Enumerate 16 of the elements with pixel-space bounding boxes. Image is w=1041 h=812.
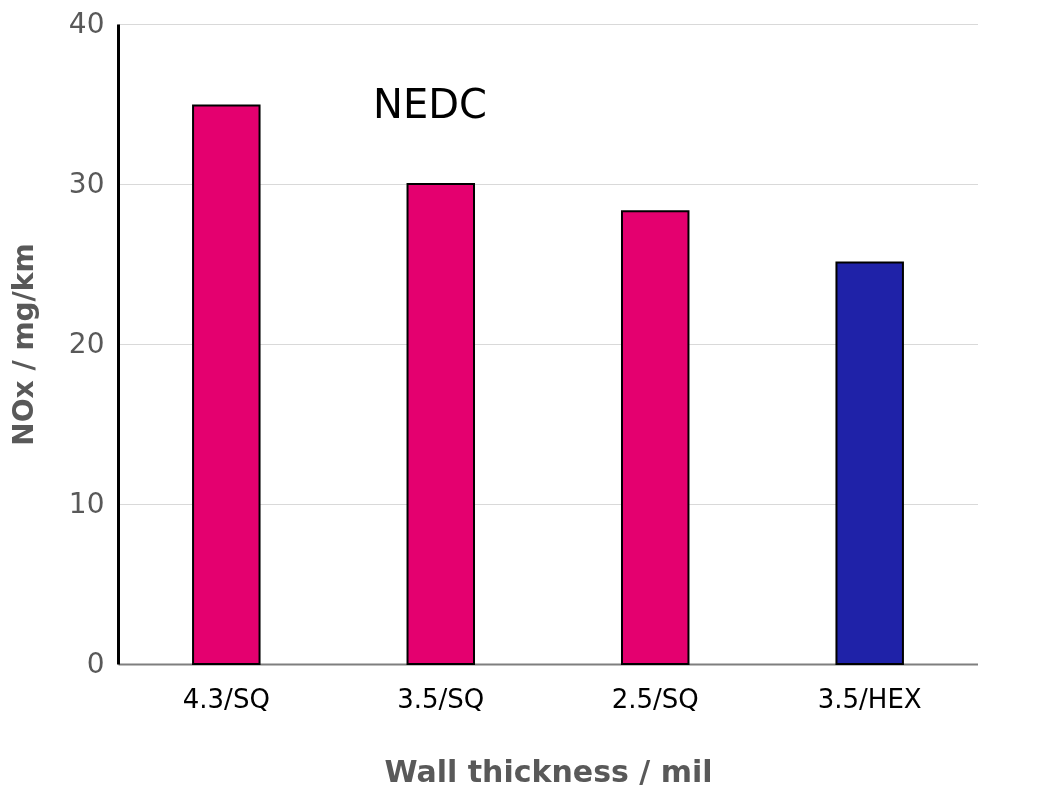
bar (192, 104, 261, 665)
x-tick-label: 3.5/HEX (817, 683, 922, 714)
y-axis-title: NOx / mg/km (6, 243, 40, 446)
bar (835, 261, 904, 665)
x-axis-title: Wall thickness / mil (384, 753, 713, 789)
x-tick-label: 2.5/SQ (611, 683, 699, 714)
bar (406, 183, 476, 665)
annotation: NEDC (373, 81, 487, 127)
bar (620, 210, 690, 665)
y-tick-label: 10 (68, 486, 105, 520)
y-tick-label: 30 (68, 166, 105, 200)
y-tick-label: 20 (68, 326, 105, 360)
y-tick-label: 40 (68, 6, 105, 40)
x-tick-label: 3.5/SQ (397, 683, 485, 714)
x-tick-label: 4.3/SQ (182, 683, 270, 714)
y-tick-label: 0 (86, 646, 105, 680)
